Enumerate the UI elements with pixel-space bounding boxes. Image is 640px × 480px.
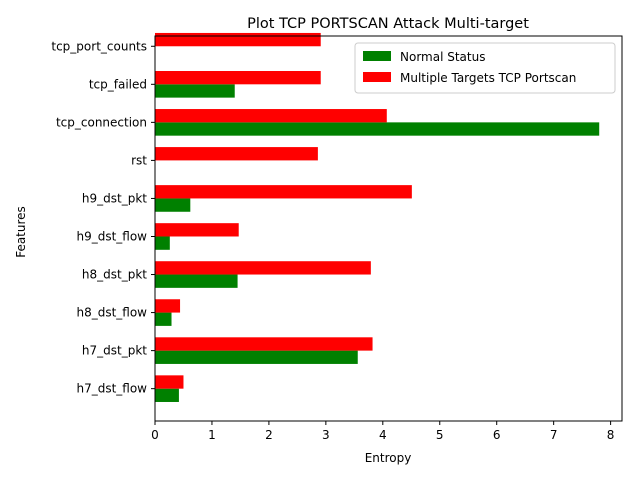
x-tick-label: 8: [607, 428, 615, 442]
chart-title: Plot TCP PORTSCAN Attack Multi-target: [247, 16, 529, 32]
bar-normal-h9_dst_pkt: [155, 198, 191, 212]
bar-normal-h7_dst_pkt: [155, 350, 358, 364]
legend-entry: Multiple Targets TCP Portscan: [400, 71, 576, 85]
y-tick-label: h7_dst_flow: [76, 382, 147, 396]
bar-portscan-rst: [155, 147, 318, 161]
x-tick-label: 1: [208, 428, 216, 442]
y-tick-label: h8_dst_pkt: [82, 268, 147, 282]
legend: Normal Status Multiple Targets TCP Portsc…: [354, 42, 616, 94]
y-tick-label: tcp_port_counts: [51, 39, 147, 53]
bar-normal-tcp_connection: [155, 122, 600, 136]
y-tick-label: h9_dst_pkt: [82, 191, 147, 205]
bar-portscan-h8_dst_pkt: [155, 261, 371, 275]
bar-normal-tcp_failed: [155, 84, 235, 98]
bar-portscan-tcp_port_counts: [155, 32, 321, 47]
bar-normal-h8_dst_pkt: [155, 274, 238, 288]
bar-portscan-h7_dst_pkt: [155, 337, 373, 351]
bar-portscan-h7_dst_flow: [155, 375, 184, 389]
y-tick-label: rst: [131, 153, 147, 167]
y-axis-label: Features: [14, 206, 28, 258]
x-tick-label: 7: [550, 428, 558, 442]
x-tick-label: 5: [436, 428, 444, 442]
x-tick-label: 4: [379, 428, 387, 442]
legend-entry: Normal Status: [400, 50, 485, 64]
bar-portscan-tcp_connection: [155, 109, 387, 123]
x-axis-label: Entropy: [365, 451, 412, 465]
y-tick-label: tcp_connection: [56, 115, 147, 129]
axes: h7_dst_flow h7_dst_pkt h8_dst_flow h8_dst_p…: [51, 35, 623, 442]
legend-box: [354, 42, 616, 94]
x-tick-label: 0: [151, 428, 159, 442]
bar-portscan-h9_dst_flow: [155, 223, 239, 237]
y-tick-label: h7_dst_pkt: [82, 344, 147, 358]
plot-frame: [154, 35, 623, 422]
bar-portscan-tcp_failed: [155, 71, 321, 85]
x-tick-label: 2: [265, 428, 273, 442]
bar-normal-h7_dst_flow: [155, 388, 179, 402]
bar-portscan-h9_dst_pkt: [155, 185, 412, 199]
legend-swatch: [363, 72, 391, 82]
x-tick-label: 6: [493, 428, 501, 442]
y-tick-label: h8_dst_flow: [76, 306, 147, 320]
bar-normal-h9_dst_flow: [155, 236, 170, 250]
bar-portscan-h8_dst_flow: [155, 299, 181, 313]
x-tick-label: 3: [322, 428, 330, 442]
bar-normal-h8_dst_flow: [155, 312, 172, 326]
legend-swatch: [363, 51, 391, 61]
y-tick-label: h9_dst_flow: [76, 229, 147, 243]
y-tick-label: tcp_failed: [89, 77, 147, 91]
